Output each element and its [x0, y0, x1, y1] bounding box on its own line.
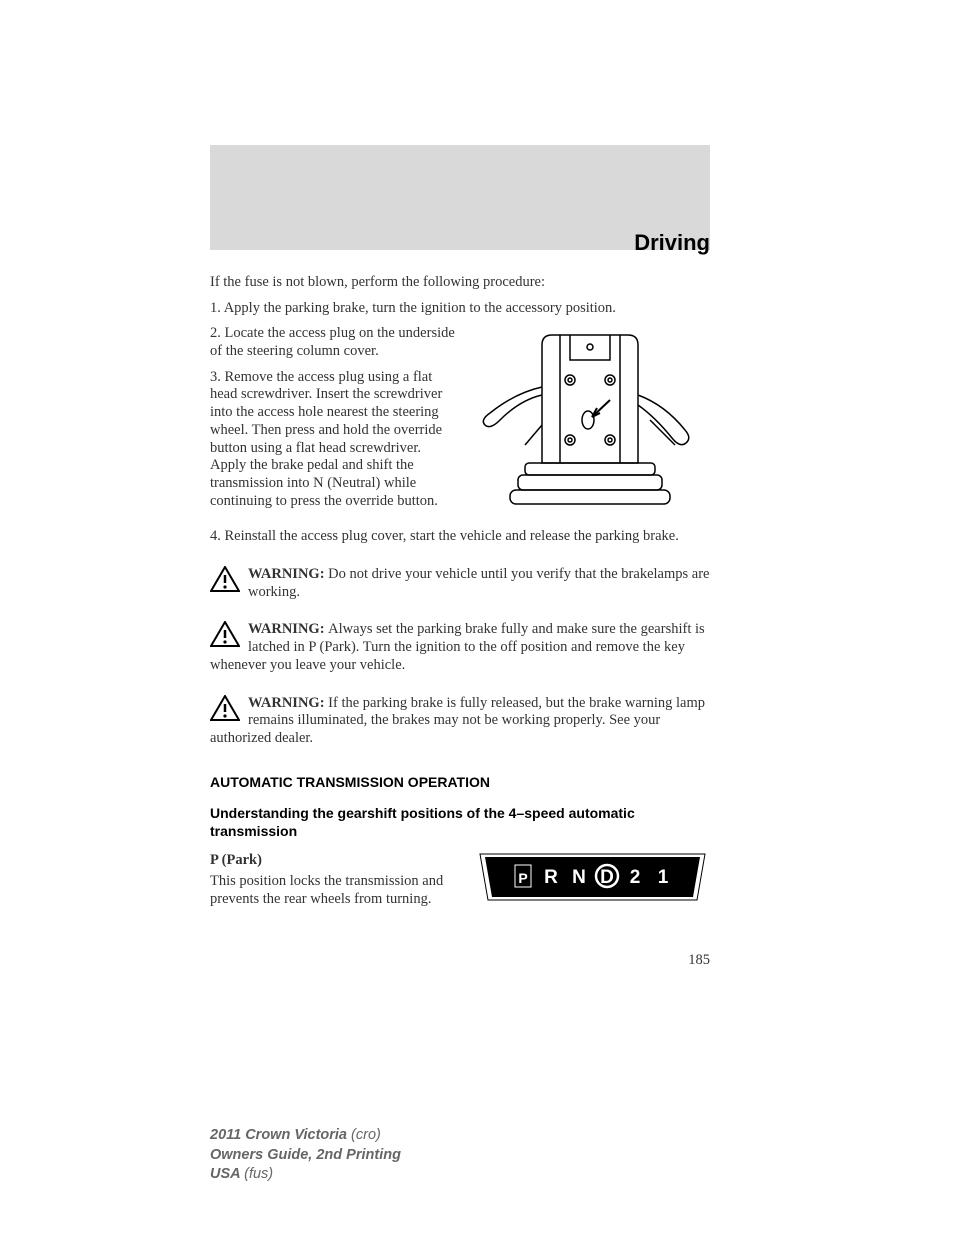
page-number: 185 — [210, 952, 710, 969]
svg-text:1: 1 — [658, 867, 669, 888]
warning-label: WARNING: — [248, 621, 328, 637]
sub-heading: Understanding the gearshift positions of… — [210, 804, 710, 840]
warning-icon — [210, 695, 240, 721]
footer-code1: (cro) — [351, 1127, 381, 1143]
warning-icon — [210, 566, 240, 592]
warning-1: WARNING: Do not drive your vehicle until… — [210, 566, 710, 601]
footer: 2011 Crown Victoria (cro) Owners Guide, … — [210, 1126, 401, 1185]
p-park-block: PRND21 P (Park) This position locks the … — [210, 852, 710, 916]
steps-with-figure: 2. Locate the access plug on the undersi… — [210, 325, 710, 520]
p-park-body: This position locks the transmission and… — [210, 873, 460, 908]
gear-indicator-figure: P RND21 — [475, 852, 710, 902]
svg-text:P: P — [518, 870, 527, 886]
step-1: 1. Apply the parking brake, turn the ign… — [210, 300, 710, 318]
warning-3: WARNING: If the parking brake is fully r… — [210, 695, 710, 748]
page-content: Driving If the fuse is not blown, perfor… — [210, 230, 710, 969]
warning-icon — [210, 621, 240, 647]
svg-text:2: 2 — [630, 867, 641, 888]
svg-text:R: R — [544, 867, 558, 888]
step-4: 4. Reinstall the access plug cover, star… — [210, 528, 710, 546]
steering-column-figure — [470, 325, 710, 520]
svg-text:D: D — [600, 867, 614, 888]
footer-code2: (fus) — [244, 1166, 273, 1182]
footer-model: 2011 Crown Victoria — [210, 1127, 351, 1143]
footer-guide: Owners Guide, 2nd Printing — [210, 1146, 401, 1166]
svg-text:N: N — [572, 867, 586, 888]
intro-text: If the fuse is not blown, perform the fo… — [210, 274, 710, 292]
footer-region: USA — [210, 1166, 244, 1182]
chapter-title: Driving — [210, 230, 710, 256]
warning-label: WARNING: — [248, 695, 328, 711]
warning-2: WARNING: Always set the parking brake fu… — [210, 621, 710, 674]
warning-label: WARNING: — [248, 566, 328, 582]
section-heading: AUTOMATIC TRANSMISSION OPERATION — [210, 774, 710, 790]
